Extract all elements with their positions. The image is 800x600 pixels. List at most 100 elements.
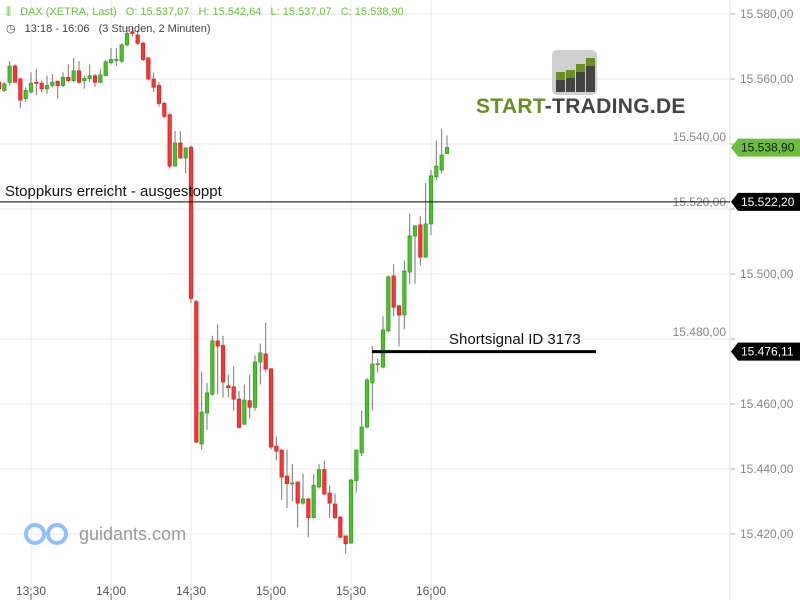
candle-13:40 [55,80,60,86]
candle-14:54 [252,361,258,408]
guidants-logo-text: guidants.com [79,524,187,544]
candle-13:30 [28,82,34,93]
candle-14:12 [140,42,146,60]
ohlc-header: ⫼ DAX (XETRA, Last) O: 15.537,07 H: 15.5… [6,6,410,19]
short-price-tag [731,342,800,361]
candle-13:54 [92,75,98,83]
candle-15:38 [370,363,375,384]
candle-15:06 [284,475,290,485]
close-value: C: 15.538,90 [340,6,404,18]
candle-15:10 [295,481,300,504]
candle-14:48 [236,398,242,428]
low-value: L: 15.537,07 [270,6,332,18]
x-tick-label: 14:30 [176,584,206,598]
logo-bar-dark [556,80,565,92]
candle-14:26 [178,142,183,159]
candle-14:20 [162,102,167,117]
open-value: O: 15.537,07 [125,6,190,18]
candle-14:32 [194,301,199,443]
candle-15:40 [375,363,380,366]
candle-13:18 [0,81,2,90]
duration: (3 Stunden, 2 Minuten) [98,23,211,35]
candle-15:48 [396,305,402,316]
candle-13:28 [23,89,28,99]
candle-15:04 [279,449,284,478]
candle-14:06 [124,33,130,46]
candle-14:00 [108,59,114,64]
candle-15:32 [354,449,359,482]
candle-15:18 [316,469,322,488]
candle-13:32 [34,81,39,84]
y-tick-label: 15.420,00 [740,527,794,541]
header-bars-icon: ⫼ [6,6,12,18]
candle-14:44 [226,385,231,389]
candle-16:04 [439,154,444,171]
candle-15:02 [274,445,279,452]
candle-14:36 [204,392,210,414]
candle-13:36 [44,85,50,90]
candle-14:50 [242,399,247,425]
candle-14:28 [183,147,188,159]
candle-15:24 [332,503,338,519]
candle-15:26 [338,516,343,538]
guidants-icon-ring [46,523,68,545]
candle-15:42 [380,329,386,368]
candle-16:06 [444,147,450,154]
candle-13:22 [7,65,12,83]
candle-15:54 [412,225,418,237]
candle-16:00 [428,175,434,225]
candle-13:46 [71,70,76,82]
logo-bar-dark [576,72,585,92]
guidants-icon [24,523,46,545]
high-value: H: 15.542,64 [198,6,262,18]
time-range: 13:18 - 16:06 [24,23,90,35]
candle-15:20 [322,469,327,495]
candle-13:48 [76,70,82,83]
candle-15:08 [290,482,295,485]
short-price-tag-label: 15.476,11 [741,345,794,359]
candle-13:42 [60,76,66,86]
last-price-tag-label: 15.538,90 [741,141,795,155]
logo-bar-dark [566,78,575,92]
candle-15:30 [348,479,354,544]
candle-15:56 [418,224,423,258]
candle-13:34 [39,82,44,90]
logo-bar-dark [586,66,595,92]
y-tick-label: 15.440,00 [740,462,794,476]
y-tick-label: 15.460,00 [740,397,794,411]
candle-15:16 [311,484,316,519]
y-tick-label: 15.580,00 [740,7,794,21]
candle-14:18 [156,85,162,104]
candle-15:58 [423,223,428,258]
candle-15:36 [364,379,370,428]
candle-14:58 [263,353,268,370]
candle-14:08 [130,31,135,34]
candle-15:12 [300,498,306,504]
candle-14:40 [215,340,220,347]
candle-13:50 [82,77,87,82]
candle-14:14 [146,57,151,80]
candle-13:26 [18,78,23,101]
x-tick-label: 15:30 [336,584,366,598]
y-tick-label: 15.560,00 [740,72,794,86]
candle-13:58 [103,61,108,77]
instrument-label: DAX (XETRA, Last) [20,6,117,18]
candle-15:14 [306,498,311,519]
x-tick-label: 16:00 [416,584,446,598]
candle-14:02 [114,59,119,61]
candle-14:04 [119,44,124,62]
candle-13:38 [50,81,55,86]
candle-13:56 [98,74,103,83]
last-price-tag [731,138,800,157]
candle-15:46 [391,275,396,308]
x-tick-label: 14:00 [96,584,126,598]
stop-price-tag [731,192,800,211]
x-tick-label: 15:00 [256,584,286,598]
candle-14:46 [231,386,236,400]
candle-16:02 [434,165,439,178]
stop-price-tag-label: 15.522,20 [741,195,795,209]
candle-13:52 [87,75,92,80]
candle-15:44 [386,276,391,332]
candle-15:22 [327,492,332,504]
